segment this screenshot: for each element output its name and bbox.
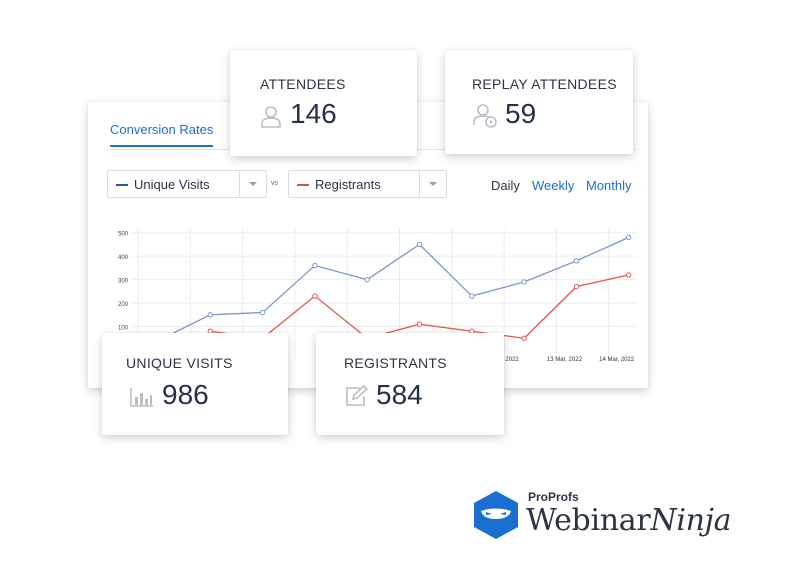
attendees-title: ATTENDEES bbox=[260, 76, 346, 92]
logo-brand: ProProfs bbox=[528, 490, 579, 504]
logo-name: WebinarNinja bbox=[526, 503, 732, 538]
x-tick-label: 13 Mar, 2022 bbox=[547, 357, 583, 363]
ninja-logo-icon bbox=[474, 491, 518, 539]
registrants-card: REGISTRANTS 584 bbox=[316, 333, 504, 435]
user-icon bbox=[261, 106, 281, 128]
primary-series-swatch bbox=[116, 184, 128, 186]
period-daily[interactable]: Daily bbox=[491, 178, 520, 193]
series-point bbox=[521, 335, 527, 341]
replay-attendees-card: REPLAY ATTENDEES 59 bbox=[445, 50, 633, 154]
y-tick-label: 500 bbox=[118, 232, 129, 238]
primary-metric-select[interactable]: Unique Visits bbox=[107, 170, 267, 198]
series-line bbox=[157, 236, 629, 342]
x-tick-label: 14 Mar, 2022 bbox=[599, 357, 635, 363]
series-point bbox=[416, 241, 423, 248]
series-point bbox=[416, 321, 423, 327]
y-tick-label: 100 bbox=[118, 326, 129, 332]
secondary-metric-label: Registrants bbox=[315, 177, 381, 192]
series-point bbox=[312, 262, 318, 269]
series-point bbox=[364, 276, 370, 283]
unique-visits-title: UNIQUE VISITS bbox=[126, 355, 233, 371]
attendees-card: ATTENDEES 146 bbox=[230, 50, 417, 156]
edit-icon bbox=[346, 385, 368, 406]
replay-attendees-title: REPLAY ATTENDEES bbox=[472, 76, 617, 92]
series-point bbox=[626, 272, 632, 278]
y-tick-label: 300 bbox=[118, 279, 129, 285]
registrants-value: 584 bbox=[376, 379, 423, 410]
tab-conversion-rates[interactable]: Conversion Rates bbox=[110, 122, 214, 147]
series-point bbox=[469, 293, 475, 299]
series-point bbox=[573, 283, 580, 290]
chevron-down-icon[interactable] bbox=[419, 171, 446, 197]
bar-chart-icon bbox=[130, 388, 153, 407]
y-axis-ticks: 500 400 300 200 100 bbox=[118, 232, 129, 332]
series-point bbox=[626, 234, 632, 241]
series-line bbox=[210, 274, 629, 339]
user-replay-icon bbox=[473, 104, 497, 128]
series-point bbox=[259, 309, 266, 316]
unique-visits-card: UNIQUE VISITS 986 bbox=[102, 333, 288, 435]
series-point bbox=[207, 312, 214, 318]
chevron-down-icon[interactable] bbox=[239, 171, 266, 197]
secondary-series-swatch bbox=[297, 184, 309, 186]
webinarninja-logo: ProProfs WebinarNinja bbox=[472, 490, 732, 542]
chart-series bbox=[155, 234, 632, 344]
vs-label: vs bbox=[271, 180, 278, 187]
y-tick-label: 200 bbox=[118, 302, 129, 308]
series-point bbox=[573, 258, 580, 264]
y-tick-label: 400 bbox=[118, 255, 129, 261]
replay-attendees-value: 59 bbox=[505, 98, 537, 129]
unique-visits-value: 986 bbox=[162, 379, 209, 410]
secondary-metric-select[interactable]: Registrants bbox=[288, 170, 447, 198]
period-monthly[interactable]: Monthly bbox=[586, 178, 632, 193]
primary-metric-label: Unique Visits bbox=[134, 177, 210, 192]
series-point bbox=[312, 293, 318, 299]
period-weekly[interactable]: Weekly bbox=[532, 178, 575, 193]
attendees-value: 146 bbox=[290, 98, 337, 129]
x-tick-label: 2022 bbox=[505, 357, 519, 363]
registrants-title: REGISTRANTS bbox=[344, 355, 447, 371]
series-point bbox=[521, 279, 527, 285]
